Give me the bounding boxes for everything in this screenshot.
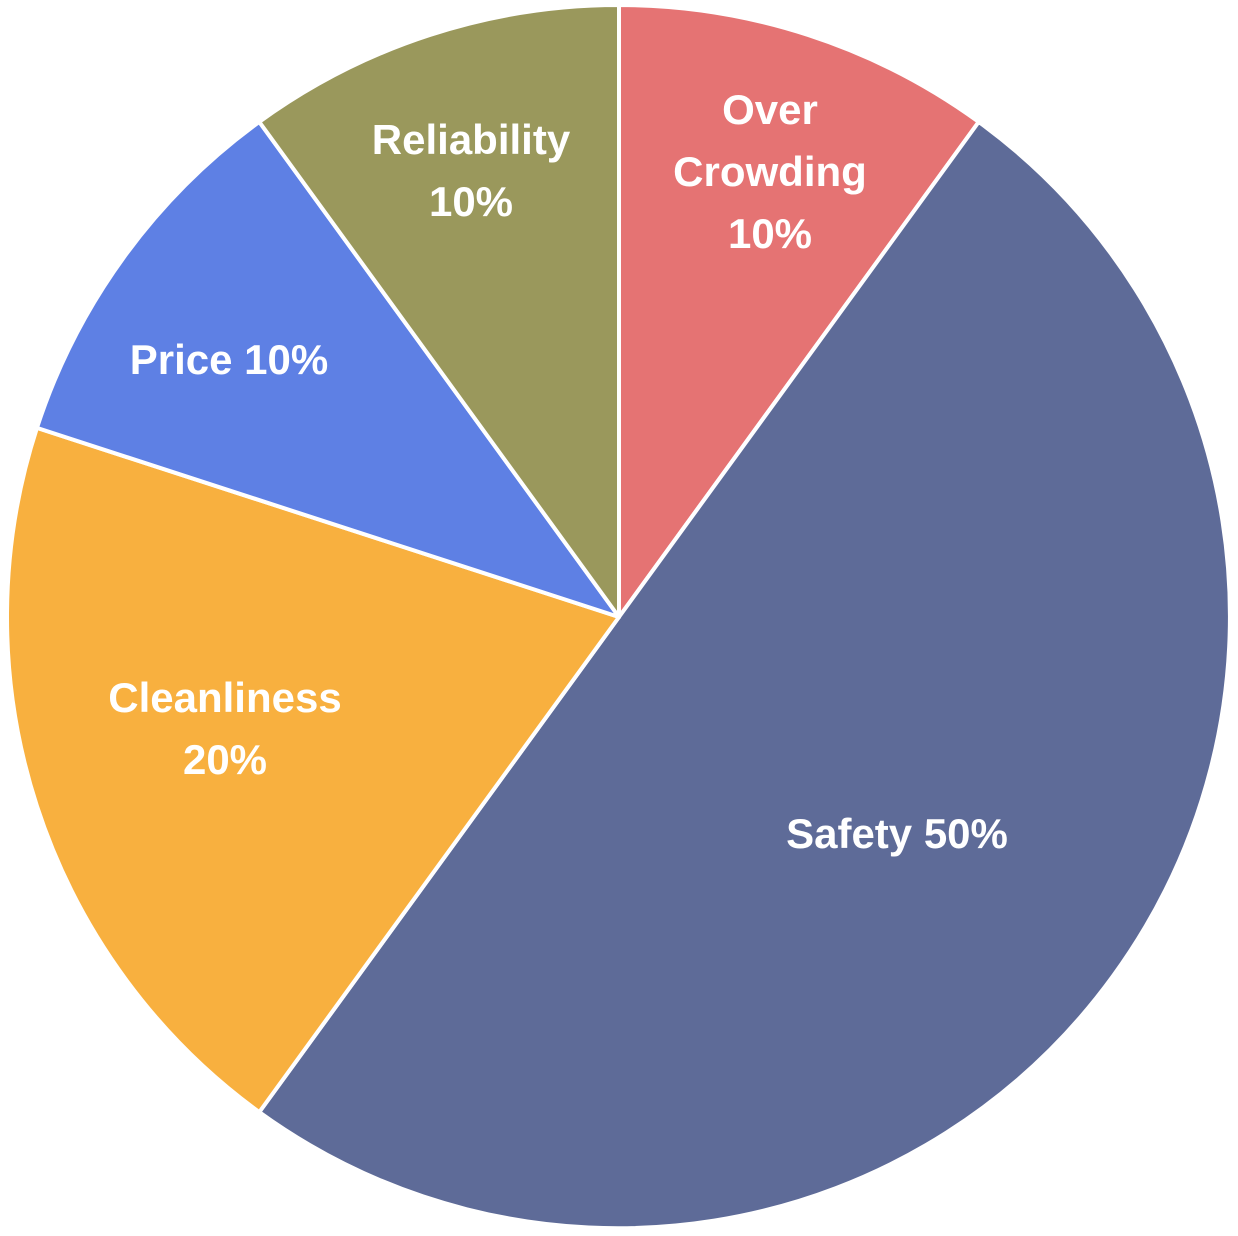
slice-label-cleanliness: Cleanliness 20% [108,674,341,783]
slice-label-line: Reliability [372,116,571,163]
pie-slices [5,3,1232,1231]
slice-label-reliability: Reliability 10% [372,116,571,225]
slice-label-over-crowding: Over Crowding 10% [673,86,867,257]
slice-label-price: Price 10% [130,336,328,383]
pie-labels: Over Crowding 10% Safety 50% Cleanliness 20% P… [108,86,1008,857]
slice-label-line: 20% [183,736,267,783]
slice-label-line: Over [722,86,818,133]
pie-slice-over-crowding [617,3,981,619]
pie-slice-safety [257,119,1232,1231]
slice-label-line: Crowding [673,148,867,195]
slice-label-line: Safety 50% [786,810,1008,857]
slice-label-line: 10% [429,178,513,225]
slice-label-line: Price 10% [130,336,328,383]
pie-slice-reliability [257,3,621,619]
slice-label-line: Cleanliness [108,674,341,721]
slice-label-safety: Safety 50% [786,810,1008,857]
pie-slice-cleanliness [5,425,621,1115]
pie-slice-price [34,119,621,619]
slice-label-line: 10% [728,210,812,257]
